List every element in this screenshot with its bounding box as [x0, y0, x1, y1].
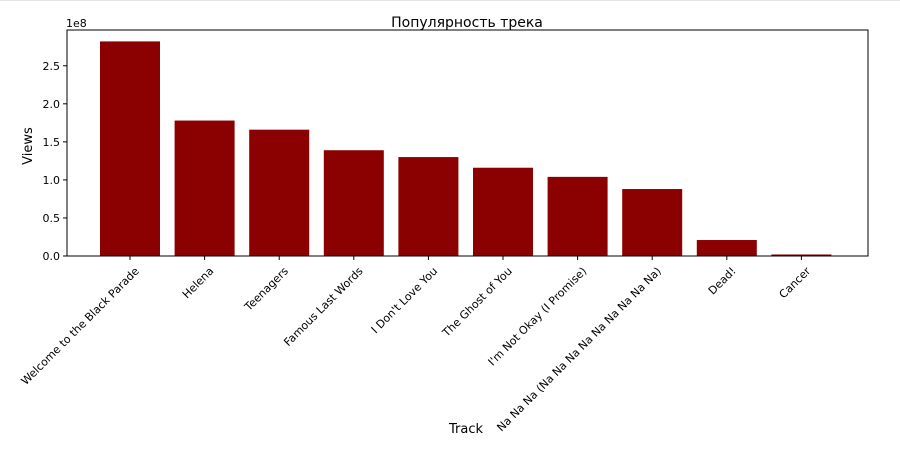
- bar: [473, 167, 533, 256]
- y-tick-label: 0.5: [43, 212, 61, 225]
- y-tick-label: 1.0: [43, 174, 61, 187]
- chart-title: Популярность трека: [391, 15, 543, 31]
- bar: [100, 41, 160, 257]
- x-tick-label: Famous Last Words: [281, 264, 365, 348]
- x-tick-label: Helena: [180, 265, 216, 301]
- bar: [249, 129, 310, 256]
- bar: [398, 157, 459, 256]
- y-axis-offset-label: 1e8: [66, 17, 87, 30]
- bar: [696, 240, 757, 256]
- x-tick-label: Cancer: [777, 264, 814, 301]
- bar: [547, 176, 608, 256]
- x-tick-label: I Don't Love You: [369, 265, 441, 337]
- x-tick-label: The Ghost of You: [439, 265, 515, 341]
- y-tick-label: 0.0: [43, 250, 61, 263]
- bar: [174, 120, 235, 256]
- bar: [622, 189, 683, 256]
- y-tick-label: 2.0: [43, 98, 61, 111]
- top-border: [0, 0, 900, 4]
- y-axis-label: Views: [21, 127, 36, 165]
- bar: [323, 150, 384, 256]
- y-tick-label: 1.5: [43, 136, 61, 149]
- bar: [771, 254, 832, 256]
- y-tick-label: 2.5: [43, 60, 61, 73]
- x-axis-label: Track: [448, 422, 483, 437]
- x-tick-label: Teenagers: [241, 264, 291, 314]
- plot-area-frame: [66, 29, 869, 257]
- x-tick-label: Dead!: [706, 265, 739, 298]
- x-tick-label: Na Na Na (Na Na Na Na Na Na Na Na Na): [494, 265, 663, 434]
- x-tick-label: Welcome to the Black Parade: [19, 264, 142, 387]
